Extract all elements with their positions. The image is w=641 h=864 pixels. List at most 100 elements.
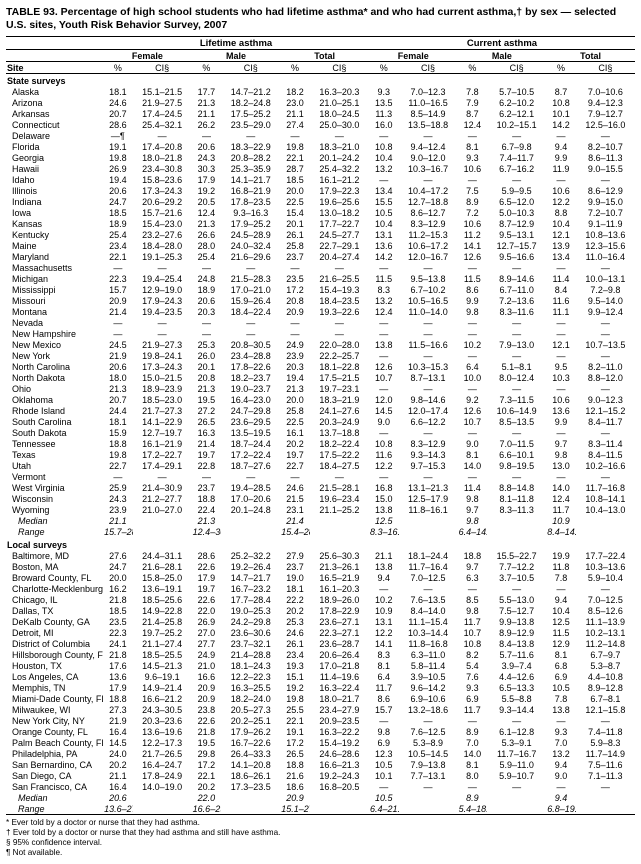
data-cell: 20.5 <box>192 197 222 208</box>
data-cell: 7.4–11.8 <box>576 726 635 737</box>
data-cell: 9.8–14.6 <box>399 395 458 406</box>
data-cell: 6.5–12.0 <box>487 197 546 208</box>
data-cell: 21.0–25.1 <box>310 98 369 109</box>
data-cell: 17.3–23.5 <box>221 781 280 792</box>
data-cell: — <box>576 715 635 726</box>
table-row: San Francisco, CA16.414.0–19.020.217.3–2… <box>6 781 635 792</box>
table-row: Broward County, FL20.015.8–25.017.914.7–… <box>6 572 635 583</box>
data-cell: 22.6 <box>192 561 222 572</box>
data-cell: — <box>192 329 222 340</box>
data-cell: 5.3–9.1 <box>487 737 546 748</box>
data-cell: 8.0 <box>458 770 488 781</box>
data-cell: 23.7–32.1 <box>221 638 280 649</box>
data-cell: 23.6–30.6 <box>221 627 280 638</box>
data-cell: 5.9–10.7 <box>487 770 546 781</box>
data-cell: 16.6–29.8 <box>192 803 222 815</box>
data-cell: 12.0–17.4 <box>399 406 458 417</box>
data-cell: 16.3–22.2 <box>310 726 369 737</box>
data-cell: 8.2–10.7 <box>576 142 635 153</box>
data-cell: 8.1 <box>369 660 399 671</box>
data-cell: 12.1 <box>546 340 576 351</box>
data-cell: 14.0 <box>458 748 488 759</box>
data-cell: 8.8–12.0 <box>576 373 635 384</box>
data-cell <box>576 516 635 527</box>
table-row: Dallas, TX18.514.9–22.822.019.0–25.320.2… <box>6 605 635 616</box>
data-cell: 5.0–10.3 <box>487 208 546 219</box>
data-cell: 17.4–29.1 <box>133 461 192 472</box>
data-cell: 18.1–22.8 <box>310 362 369 373</box>
data-cell: 18.5–23.0 <box>133 395 192 406</box>
data-cell: 15.4–28.7 <box>280 527 310 538</box>
data-cell: 17.2 <box>192 759 222 770</box>
data-cell <box>576 527 635 538</box>
site-name: Chicago, IL <box>6 594 103 605</box>
table-row: North Carolina20.617.3–24.320.117.8–22.6… <box>6 362 635 373</box>
data-cell: 22.0 <box>192 605 222 616</box>
table-row: Tennessee18.816.1–21.921.418.7–24.420.21… <box>6 439 635 450</box>
data-cell: 15.7 <box>369 704 399 715</box>
data-cell: 6.4 <box>369 671 399 682</box>
data-cell: 8.1 <box>458 142 488 153</box>
site-name: Los Angeles, CA <box>6 671 103 682</box>
data-cell: 17.9–25.2 <box>221 219 280 230</box>
data-cell: 25.9 <box>103 483 133 494</box>
data-cell: 7.0–12.5 <box>399 572 458 583</box>
data-cell: — <box>399 428 458 439</box>
data-cell: — <box>369 263 399 274</box>
data-cell: 10.0–13.1 <box>576 274 635 285</box>
data-cell: — <box>458 428 488 439</box>
data-cell: 9.8 <box>369 726 399 737</box>
data-cell: — <box>458 329 488 340</box>
table-row: New Hampshire———————————— <box>6 329 635 340</box>
data-cell: 19.1 <box>280 726 310 737</box>
table-row: Arkansas20.717.4–24.521.117.5–25.221.118… <box>6 109 635 120</box>
data-cell: 17.6 <box>103 660 133 671</box>
data-cell: 17.8–24.9 <box>133 770 192 781</box>
data-cell: — <box>399 263 458 274</box>
data-cell: 16.0 <box>369 120 399 131</box>
data-cell: 22.4 <box>192 505 222 516</box>
data-cell: 7.0–10.6 <box>576 87 635 98</box>
data-cell: 24.7 <box>103 561 133 572</box>
data-cell: — <box>192 263 222 274</box>
data-cell: — <box>546 428 576 439</box>
data-cell: — <box>369 428 399 439</box>
data-cell: 8.4 <box>546 285 576 296</box>
data-cell: 21.1–25.2 <box>310 505 369 516</box>
data-cell: 18.5 <box>103 605 133 616</box>
data-cell: 10.7–13.5 <box>576 340 635 351</box>
table-row: Maryland22.119.1–25.325.421.6–29.623.720… <box>6 252 635 263</box>
hdr-ci: CI§ <box>487 62 546 74</box>
data-cell: 23.4–30.8 <box>133 164 192 175</box>
data-cell: 19.3–22.6 <box>310 307 369 318</box>
data-cell: 21.5–28.3 <box>221 274 280 285</box>
data-cell: — <box>458 384 488 395</box>
data-cell: 19.8 <box>103 450 133 461</box>
data-cell: — <box>103 263 133 274</box>
data-cell: 14.9–22.8 <box>133 605 192 616</box>
data-cell: 6.6–10.1 <box>487 450 546 461</box>
data-cell: 9.3 <box>369 87 399 98</box>
data-cell: 21.3 <box>280 384 310 395</box>
table-row: Hawaii26.923.4–30.830.325.3–35.928.725.4… <box>6 164 635 175</box>
data-cell: 8.7 <box>546 87 576 98</box>
site-name: Boston, MA <box>6 561 103 572</box>
data-cell: —¶ <box>103 131 133 142</box>
data-cell: 14.7–21.2 <box>221 87 280 98</box>
data-cell: 14.7–21.7 <box>221 572 280 583</box>
data-cell: 24.5–27.7 <box>310 230 369 241</box>
data-cell: 9.6–19.1 <box>133 671 192 682</box>
table-row: South Carolina18.114.1–22.926.523.6–29.5… <box>6 417 635 428</box>
data-cell: 7.0–12.5 <box>576 594 635 605</box>
data-cell: 24.9 <box>192 649 222 660</box>
data-cell: 24.3 <box>192 153 222 164</box>
data-cell: 10.7 <box>369 373 399 384</box>
data-cell: 6.6–12.2 <box>399 417 458 428</box>
table-row: Connecticut28.625.4–32.126.223.5–29.027.… <box>6 120 635 131</box>
data-cell: 16.7–22.6 <box>221 737 280 748</box>
data-cell: 8.5–12.6 <box>576 605 635 616</box>
data-cell: 9.9 <box>458 296 488 307</box>
data-cell: — <box>458 263 488 274</box>
data-cell: 6.8 <box>546 660 576 671</box>
table-row: Mississippi15.712.9–19.018.917.0–21.017.… <box>6 285 635 296</box>
